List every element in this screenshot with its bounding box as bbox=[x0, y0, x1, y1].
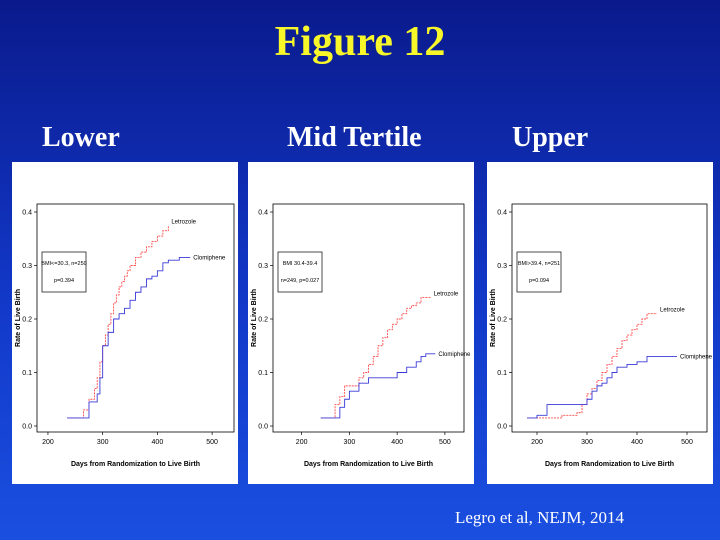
x-tick-label: 300 bbox=[581, 439, 593, 446]
x-tick-label: 400 bbox=[631, 439, 643, 446]
x-tick-label: 200 bbox=[531, 439, 543, 446]
slide-title: Figure 12 bbox=[274, 19, 446, 65]
stats-legend-line: p=0.094 bbox=[529, 278, 549, 284]
series-line-clomiphene bbox=[67, 257, 191, 419]
series-label-clomiphene: Clomiphene bbox=[438, 352, 471, 358]
x-tick-label: 200 bbox=[296, 439, 308, 446]
series-line-clomiphene bbox=[527, 356, 677, 419]
y-tick-label: 0.2 bbox=[497, 317, 507, 324]
stats-legend-box bbox=[41, 251, 87, 293]
x-tick-label: 300 bbox=[97, 439, 109, 446]
y-tick-label: 0.3 bbox=[22, 263, 32, 270]
stats-legend-line: BMI>39.4, n=251 bbox=[518, 261, 560, 267]
plot-frame bbox=[272, 203, 465, 433]
y-tick-label: 0.1 bbox=[258, 370, 268, 377]
y-tick-label: 0.2 bbox=[22, 317, 32, 324]
y-axis-label: Rate of Live Birth bbox=[251, 289, 258, 347]
series-label-letrozole: Letrozole bbox=[434, 292, 459, 298]
chart-panel-upper: 0.0 0.1 0.2 0.3 0.4 200 300 400 500 Days from Ran… bbox=[487, 162, 713, 484]
stats-legend-line: n=249, p=0.027 bbox=[281, 278, 320, 284]
series-label-letrozole: Letrozole bbox=[171, 219, 196, 225]
x-axis-label: Days from Randomization to Live Birth bbox=[304, 461, 433, 468]
panel-label-lower: Lower bbox=[42, 122, 120, 153]
x-tick-label: 500 bbox=[206, 439, 218, 446]
x-axis-label: Days from Randomization to Live Birth bbox=[71, 461, 200, 468]
stats-legend-box bbox=[516, 251, 562, 293]
chart-lower: 0.0 0.1 0.2 0.3 0.4 200 300 400 500 Days from Ran… bbox=[15, 203, 235, 468]
y-tick-label: 0.0 bbox=[22, 424, 32, 431]
y-tick-label: 0.1 bbox=[497, 370, 507, 377]
series-line-letrozole bbox=[320, 297, 431, 419]
x-tick-label: 400 bbox=[152, 439, 164, 446]
y-tick-label: 0.0 bbox=[497, 424, 507, 431]
series-line-letrozole bbox=[527, 313, 657, 419]
y-tick-label: 0.4 bbox=[497, 210, 507, 217]
y-axis-label: Rate of Live Birth bbox=[15, 289, 22, 347]
y-tick-label: 0.1 bbox=[22, 370, 32, 377]
y-tick-label: 0.3 bbox=[258, 263, 268, 270]
x-tick-label: 200 bbox=[42, 439, 54, 446]
series-line-clomiphene bbox=[320, 353, 436, 419]
series-label-clomiphene: Clomiphene bbox=[680, 354, 713, 360]
series-label-letrozole: Letrozole bbox=[660, 308, 685, 314]
stats-legend-line: p=0.394 bbox=[54, 278, 74, 284]
x-tick-label: 400 bbox=[391, 439, 403, 446]
chart-upper: 0.0 0.1 0.2 0.3 0.4 200 300 400 500 Days from Ran… bbox=[490, 203, 713, 468]
x-tick-label: 500 bbox=[439, 439, 451, 446]
y-axis-label: Rate of Live Birth bbox=[490, 289, 497, 347]
panel-label-upper: Upper bbox=[512, 122, 589, 153]
chart-panel-mid: 0.0 0.1 0.2 0.3 0.4 200 300 400 500 Days from Ran… bbox=[248, 162, 474, 484]
x-tick-label: 500 bbox=[681, 439, 693, 446]
chart-mid: 0.0 0.1 0.2 0.3 0.4 200 300 400 500 Days from Ran… bbox=[251, 203, 471, 468]
x-axis-label: Days from Randomization to Live Birth bbox=[545, 461, 674, 468]
chart-panel-lower: 0.0 0.1 0.2 0.3 0.4 200 300 400 500 Days from Ran… bbox=[12, 162, 238, 484]
y-tick-label: 0.4 bbox=[258, 210, 268, 217]
series-label-clomiphene: Clomiphene bbox=[193, 255, 226, 261]
stats-legend-box bbox=[277, 251, 323, 293]
x-tick-label: 300 bbox=[344, 439, 356, 446]
y-tick-label: 0.3 bbox=[497, 263, 507, 270]
plot-frame bbox=[511, 203, 708, 433]
y-tick-label: 0.4 bbox=[22, 210, 32, 217]
citation: Legro et al, NEJM, 2014 bbox=[455, 508, 625, 527]
plot-frame bbox=[36, 203, 235, 433]
stats-legend-line: BMI 30.4-39.4 bbox=[283, 261, 318, 267]
y-tick-label: 0.2 bbox=[258, 317, 268, 324]
y-tick-label: 0.0 bbox=[258, 424, 268, 431]
stats-legend-line: BMI<=30.3, n=250 bbox=[41, 261, 86, 267]
panel-label-mid-tertile: Mid Tertile bbox=[287, 122, 422, 153]
